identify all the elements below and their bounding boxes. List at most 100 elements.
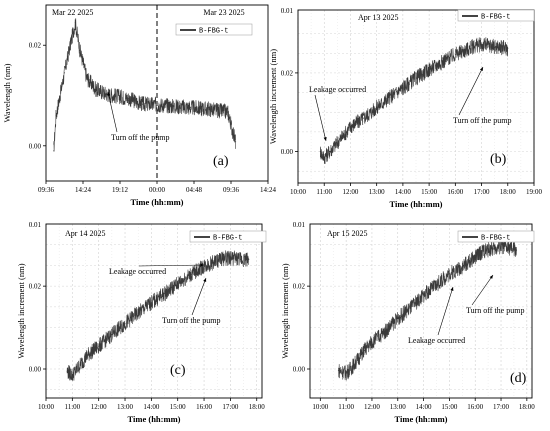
panel-label: (c) — [170, 363, 186, 378]
data-point — [203, 265, 205, 267]
data-point — [137, 312, 139, 314]
annotation-text: Turn off the pump — [466, 306, 524, 315]
y-tick-label: 0.00 — [29, 366, 42, 374]
data-point — [423, 294, 425, 296]
data-point — [500, 245, 502, 247]
data-point — [475, 44, 477, 46]
data-point — [363, 117, 365, 119]
data-point — [98, 345, 100, 347]
data-point — [79, 49, 81, 51]
data-point — [339, 139, 341, 141]
legend-box — [189, 230, 267, 243]
date-label: Mar 23 2025 — [203, 8, 244, 17]
data-point — [64, 72, 65, 74]
annotation-arrowhead — [489, 275, 493, 279]
panel-b: 10:00 11:00 12:00 13:00 14:00 15:00 16:00 17:00… — [268, 7, 542, 209]
data-point — [190, 107, 192, 109]
x-tick-label: 16:00 — [196, 403, 212, 411]
data-point — [66, 370, 68, 372]
date-label: Apr 15 2025 — [327, 229, 367, 238]
x-tick-label: 13:00 — [369, 188, 385, 196]
data-point — [235, 141, 237, 143]
data-point — [516, 249, 518, 251]
data-point — [507, 48, 509, 50]
x-tick-label: 12:00 — [364, 403, 380, 411]
x-tick-label: 16:00 — [447, 188, 463, 196]
legend-box — [457, 9, 535, 22]
data-point — [492, 248, 494, 250]
x-tick-label: 11:00 — [316, 188, 332, 196]
x-tick-label: 10:00 — [290, 188, 306, 196]
y-axis-label: Wavelength increment (nm) — [16, 263, 26, 358]
data-point — [74, 22, 76, 24]
y-tick-label: 0.02 — [293, 283, 306, 291]
panel-c: 10:00 11:00 12:00 13:00 14:00 15:00 16:00 17:00… — [16, 221, 267, 424]
plot-frame — [309, 223, 533, 399]
data-point — [230, 124, 232, 126]
data-point — [345, 372, 347, 374]
data-point — [376, 107, 378, 109]
data-point — [486, 44, 488, 46]
x-tick-label: 18:00 — [500, 188, 516, 196]
x-axis-label: Time (hh:mm) — [390, 199, 443, 209]
legend-entry: B-FBG-t — [481, 235, 510, 243]
y-tick-label-top: 0.01 — [281, 7, 294, 15]
data-point — [402, 87, 404, 89]
x-tick-label: 14:24 — [260, 186, 276, 194]
legend-entry: B-FBG-t — [213, 235, 242, 243]
annotation-arrowhead — [107, 92, 111, 96]
data-point — [384, 331, 386, 333]
y-tick-label-top: 0.01 — [293, 221, 306, 229]
data-point — [156, 104, 158, 106]
x-axis-label: Time (hh:mm) — [128, 414, 181, 424]
annotation-text: Turn off the pump — [453, 116, 511, 125]
annotation-arrowhead — [203, 278, 207, 282]
legend-entry: B-FBG-t — [199, 28, 228, 36]
annotation-arrow — [458, 66, 484, 116]
data-point — [221, 257, 223, 259]
data-point — [87, 354, 89, 355]
data-point — [508, 247, 510, 249]
legend-box — [457, 230, 535, 243]
annotation-arrow — [437, 286, 454, 336]
x-tick-label: 04:48 — [186, 186, 202, 194]
data-point — [363, 349, 365, 351]
data-point — [127, 98, 129, 100]
annotation-arrow — [191, 277, 207, 316]
x-tick-label: 09:36 — [223, 186, 239, 194]
panel-label: (d) — [510, 371, 527, 386]
data-point — [454, 53, 456, 55]
y-axis-label: Wavelength (nm) — [2, 63, 12, 122]
annotation-text: Leakage occurred — [309, 85, 366, 94]
x-tick-label: 14:00 — [416, 403, 432, 411]
annotation-arrowhead — [200, 263, 204, 267]
data-point — [55, 115, 57, 117]
data-point — [124, 322, 126, 324]
x-tick-label: 14:24 — [75, 186, 91, 194]
data-point — [474, 256, 476, 258]
data-point — [208, 108, 210, 110]
data-point — [328, 151, 330, 153]
panel-label: (b) — [490, 152, 507, 167]
date-label: Mar 22 2025 — [52, 8, 93, 17]
y-tick-label: 0.00 — [29, 142, 42, 150]
data-point — [71, 374, 73, 376]
x-tick-label: 17:00 — [474, 188, 490, 196]
data-point — [164, 293, 166, 295]
data-point — [465, 49, 467, 51]
x-tick-label: 17:00 — [222, 403, 238, 411]
x-tick-label: 18:00 — [519, 403, 535, 411]
x-tick-label: 15:00 — [170, 403, 186, 411]
annotation-arrow — [138, 264, 205, 267]
x-tick-label: 19:00 — [526, 188, 542, 196]
x-tick-label: 14:00 — [395, 188, 411, 196]
data-point — [415, 77, 417, 79]
panel-a: 09:36 14:24 19:12 00:00 04:48 09:36 14:24 0.00 0… — [2, 4, 276, 207]
x-tick-label: 16:00 — [467, 403, 483, 411]
data-point — [349, 126, 351, 128]
data-point — [461, 266, 463, 268]
x-tick-label: 10:00 — [312, 403, 328, 411]
data-point — [248, 258, 250, 260]
y-axis-label: Wavelength increment (nm) — [268, 49, 278, 144]
